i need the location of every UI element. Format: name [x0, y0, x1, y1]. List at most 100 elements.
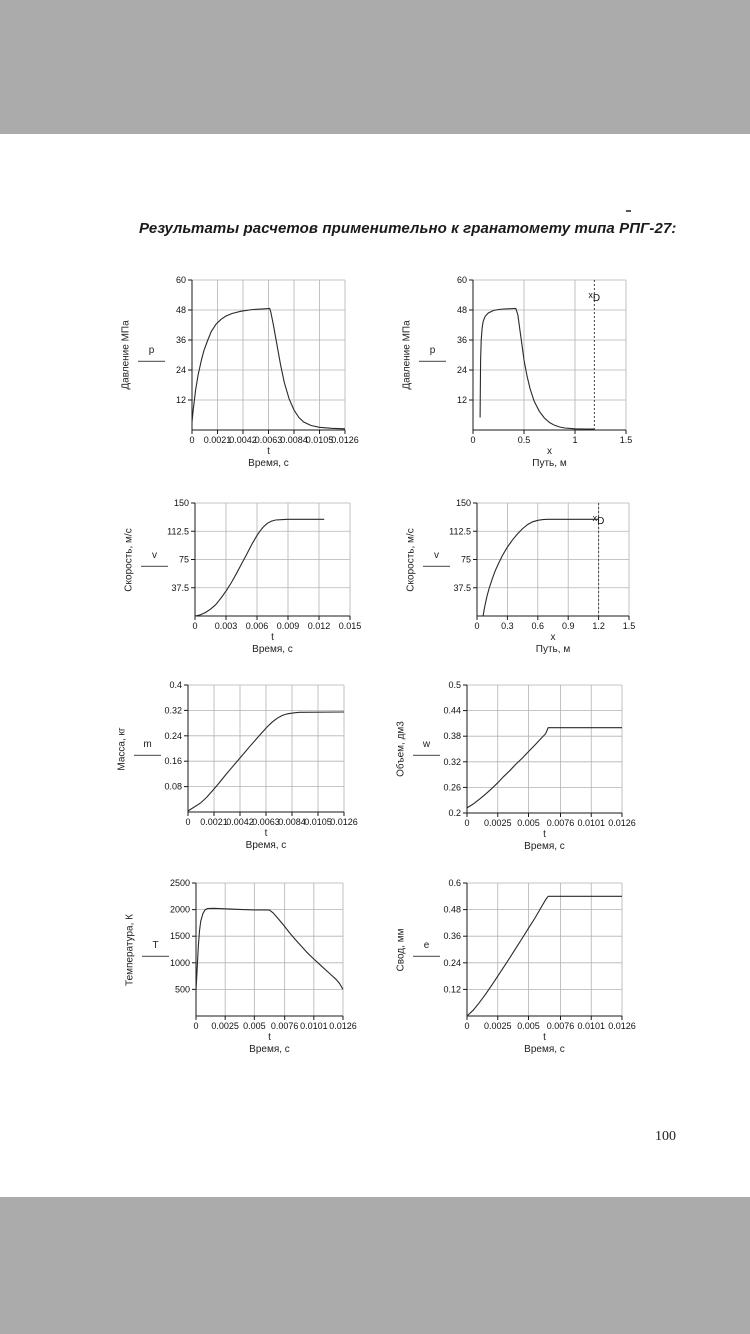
trace-legend: p	[138, 345, 165, 362]
svg-text:0.36: 0.36	[443, 931, 461, 941]
svg-text:0.0063: 0.0063	[255, 435, 283, 445]
svg-text:0.0126: 0.0126	[608, 1021, 636, 1031]
svg-text:0.6: 0.6	[532, 621, 545, 631]
y-axis-title: Температура, К	[124, 913, 136, 986]
svg-text:0.0021: 0.0021	[204, 435, 232, 445]
svg-text:xD: xD	[593, 513, 605, 527]
svg-text:0.0076: 0.0076	[271, 1021, 299, 1031]
svg-text:0.005: 0.005	[517, 818, 540, 828]
svg-text:0.48: 0.48	[443, 905, 461, 915]
svg-text:0.0084: 0.0084	[278, 817, 306, 827]
svg-text:112.5: 112.5	[167, 526, 189, 536]
svg-text:37.5: 37.5	[453, 583, 471, 593]
trace-line-sample	[134, 754, 161, 756]
svg-text:0.015: 0.015	[339, 621, 362, 631]
svg-text:0.32: 0.32	[443, 757, 461, 767]
x-axis-symbol: t	[271, 632, 274, 643]
y-axis-title: Скорость, м/с	[405, 527, 417, 592]
svg-text:0.24: 0.24	[164, 731, 182, 741]
trace-variable: w	[422, 738, 431, 750]
svg-text:36: 36	[176, 335, 186, 345]
svg-text:0.0126: 0.0126	[608, 818, 636, 828]
svg-text:0: 0	[189, 435, 194, 445]
svg-text:60: 60	[176, 275, 186, 285]
svg-text:0: 0	[464, 1021, 469, 1031]
svg-text:xD: xD	[588, 290, 600, 304]
x-axis-title: Время, с	[252, 644, 293, 655]
trace-legend: m	[134, 738, 161, 756]
plot-area: 0.2 0.26 0.32 0.38 0.44 0.5 0 0.0025 0.005 0.0076…	[443, 680, 635, 828]
plot-area: 12 24 36 48 60 0 0.5 1 1.5 xD	[457, 275, 632, 445]
svg-text:0.3: 0.3	[501, 621, 514, 631]
chart-temperature-vs-time: Температура, К T 500 1000 1500 2000 2500 0 0.0…	[125, 878, 357, 1055]
svg-text:0.0076: 0.0076	[547, 818, 575, 828]
chart-pressure-vs-time: Давление МПа p 12 24 36 48 60 0 0.0021 0.0042 0.…	[121, 275, 359, 469]
plot-area: 0.120.240.360.480.60 0.0025 0.005 0.0076 0.0…	[443, 878, 635, 1031]
chart-mass-vs-time: Масса, кг m 0.08 0.16 0.24 0.32 0.4 0 0.0021 0.…	[117, 680, 358, 851]
top-gray-band	[0, 0, 750, 134]
trace-legend: w	[413, 739, 440, 756]
svg-text:75: 75	[461, 555, 471, 565]
svg-text:0.0126: 0.0126	[331, 435, 359, 445]
svg-text:0.9: 0.9	[562, 621, 575, 631]
x-axis-symbol: t	[267, 446, 270, 457]
trace-line-sample	[413, 754, 440, 756]
x-axis-title: Время, с	[524, 1044, 565, 1055]
svg-text:0.0042: 0.0042	[226, 817, 254, 827]
y-axis-title: Свод, мм	[395, 928, 407, 971]
y-axis-title: Давление МПа	[120, 320, 132, 390]
svg-text:0.0025: 0.0025	[484, 1021, 512, 1031]
svg-text:48: 48	[457, 305, 467, 315]
svg-text:0.0101: 0.0101	[577, 818, 605, 828]
trace-line-sample	[423, 565, 450, 567]
plot-area: 0.080.160.240.320.40 0.00210.00420.00630.…	[164, 680, 357, 827]
trace-legend: T	[142, 939, 169, 957]
svg-text:0.5: 0.5	[448, 680, 461, 690]
svg-text:0.0105: 0.0105	[306, 435, 334, 445]
trace-legend: e	[413, 939, 440, 957]
svg-text:2500: 2500	[170, 878, 190, 888]
svg-text:0.006: 0.006	[246, 621, 269, 631]
svg-text:0.0042: 0.0042	[229, 435, 257, 445]
svg-text:0.0025: 0.0025	[484, 818, 512, 828]
svg-text:0.005: 0.005	[517, 1021, 540, 1031]
svg-text:0.009: 0.009	[277, 621, 300, 631]
svg-text:0.08: 0.08	[164, 782, 182, 792]
svg-text:0.0021: 0.0021	[200, 817, 228, 827]
svg-text:60: 60	[457, 275, 467, 285]
svg-text:0.24: 0.24	[443, 958, 461, 968]
svg-text:150: 150	[174, 498, 189, 508]
svg-text:48: 48	[176, 305, 186, 315]
svg-text:24: 24	[176, 365, 186, 375]
trace-line-sample	[142, 955, 169, 957]
svg-text:12: 12	[457, 395, 467, 405]
svg-text:0.0063: 0.0063	[252, 817, 280, 827]
trace-legend: v	[141, 549, 168, 567]
svg-text:0.0126: 0.0126	[330, 817, 358, 827]
y-axis-title: Скорость, м/с	[123, 527, 135, 592]
svg-text:37.5: 37.5	[171, 583, 189, 593]
y-axis-title: Давление МПа	[401, 320, 413, 390]
trace-line-sample	[141, 565, 168, 567]
chart-web-vs-time: Свод, мм e 0.12 0.24 0.36 0.48 0.6 0 0.0025 0.0…	[396, 878, 636, 1055]
svg-text:0: 0	[474, 621, 479, 631]
scan-artifact-mark	[626, 210, 631, 212]
chart-velocity-vs-path: Скорость, м/с v 37.5 75 112.5 150 0 0.3 0.6 0.9…	[406, 498, 636, 655]
svg-text:0: 0	[193, 1021, 198, 1031]
x-axis-symbol: x	[547, 446, 552, 457]
x-axis-symbol: t	[543, 829, 546, 840]
bottom-gray-band	[0, 1197, 750, 1334]
x-axis-title: Время, с	[245, 840, 287, 851]
svg-text:0.0084: 0.0084	[280, 435, 308, 445]
plot-area: 37.5 75 112.5 150 0 0.003 0.006 0.009 0.012 0.015	[167, 498, 361, 631]
x-axis-title: Путь, м	[535, 644, 571, 655]
chart-pressure-vs-path: Давление МПа p 12 24 36 48 60 0 0.5 1 1.5 xD x Пу…	[402, 275, 633, 469]
svg-text:0.26: 0.26	[443, 782, 461, 792]
svg-text:0.12: 0.12	[443, 984, 461, 994]
svg-text:0: 0	[464, 818, 469, 828]
chart-volume-vs-time: Объем, дм3 w 0.2 0.26 0.32 0.38 0.44 0.5 0 0.00…	[396, 680, 636, 852]
svg-text:1500: 1500	[170, 931, 190, 941]
svg-text:0.32: 0.32	[164, 705, 182, 715]
svg-text:0.0126: 0.0126	[329, 1021, 357, 1031]
